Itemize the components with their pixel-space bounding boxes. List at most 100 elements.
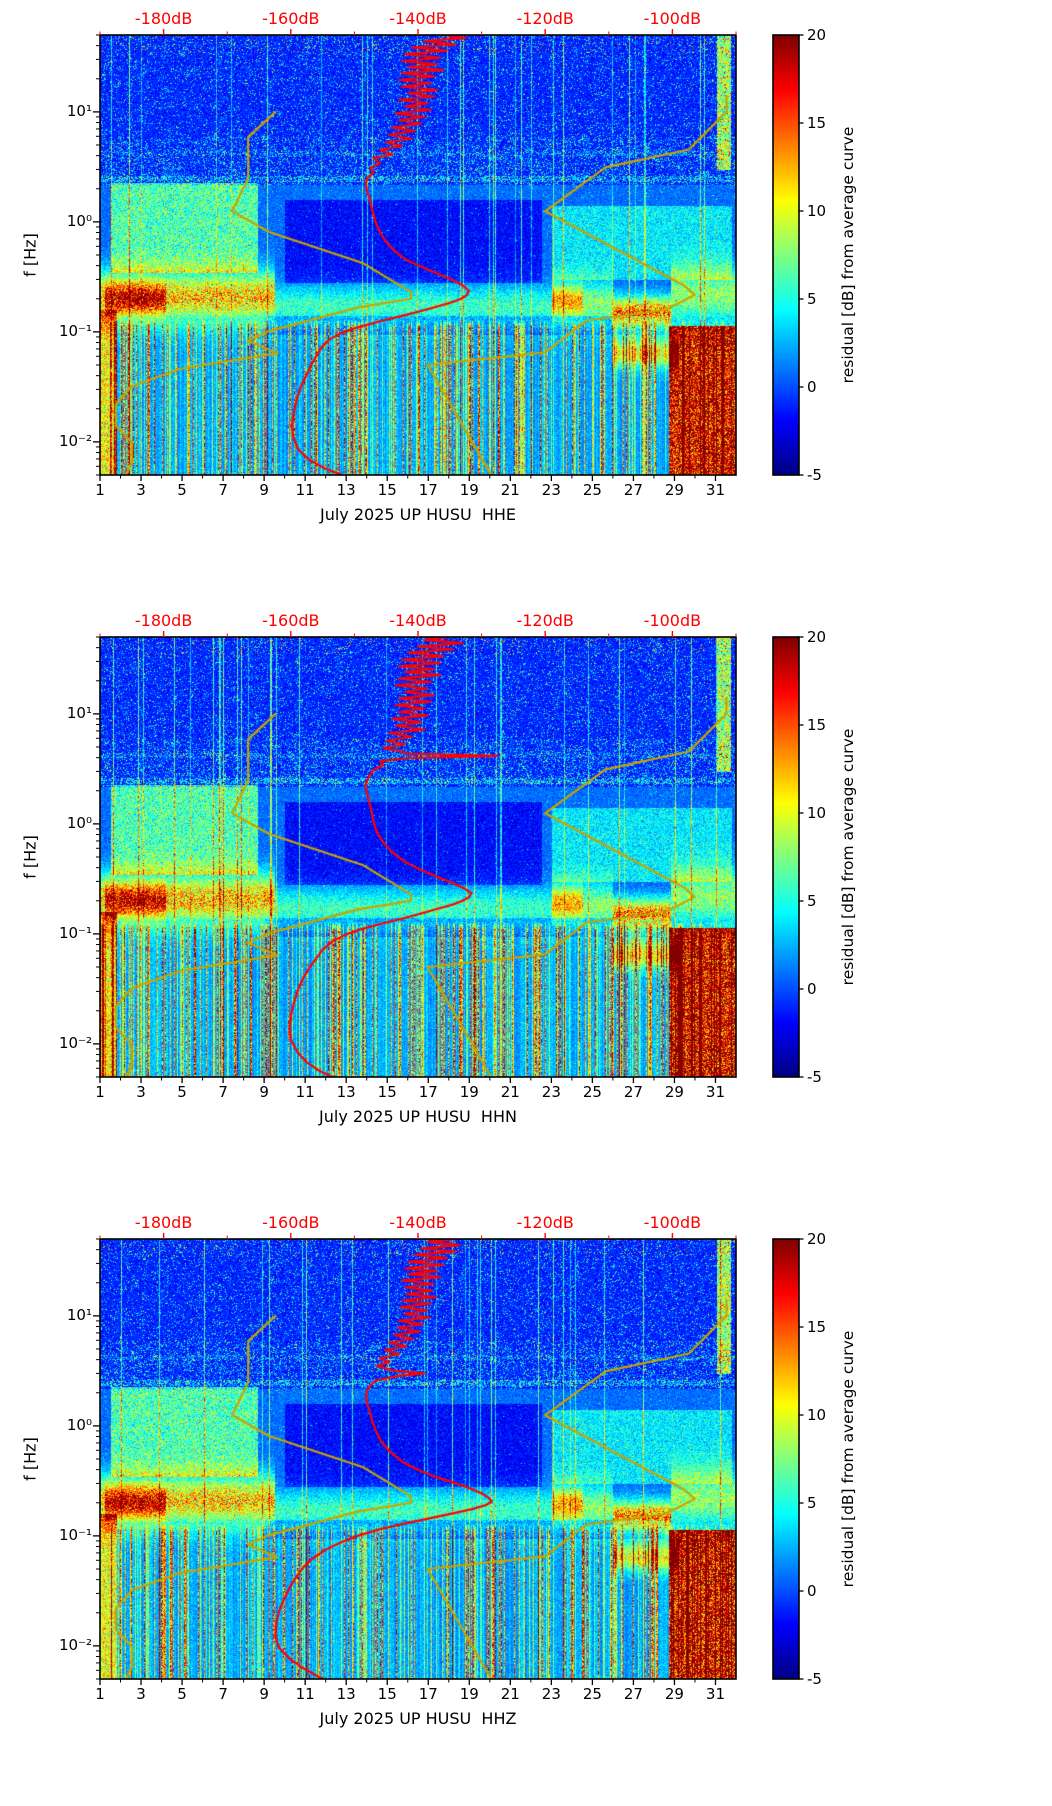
top-axis-tick-label: -180dB bbox=[134, 611, 193, 630]
colorbar-label: residual [dB] from average curve bbox=[839, 1330, 857, 1588]
x-tick-label: 7 bbox=[218, 1685, 228, 1703]
y-axis-label: f [Hz] bbox=[20, 835, 40, 879]
x-tick-label: 21 bbox=[500, 1083, 520, 1101]
top-axis-tick-label: -140dB bbox=[389, 1213, 447, 1232]
colorbar-tick-label: 5 bbox=[807, 892, 817, 910]
colorbar-label: residual [dB] from average curve bbox=[839, 126, 857, 384]
colorbar-gradient bbox=[773, 1239, 799, 1679]
top-axis-tick-label: -140dB bbox=[389, 9, 447, 28]
panel-spectrogram-hhz: 1 3 5 7 9 11 13 15 17 19 21 23 25 27 29 31 10⁻² 10⁻¹ 10⁰ 10… bbox=[0, 1204, 1052, 1806]
x-tick-label: 1 bbox=[95, 1083, 105, 1101]
x-tick-label: 31 bbox=[705, 481, 726, 499]
x-tick-label: 23 bbox=[541, 1083, 561, 1101]
y-tick-label: 10⁻¹ bbox=[58, 923, 92, 942]
x-axis-title: July 2025 UP HUSU HHZ bbox=[319, 1709, 517, 1728]
x-tick-label: 9 bbox=[259, 481, 269, 499]
colorbar-tick-label: 20 bbox=[807, 1230, 827, 1248]
top-axis-tick-label: -160dB bbox=[262, 611, 320, 630]
colorbar-tick-label: 20 bbox=[807, 628, 827, 646]
panel-spectrogram-hhe: 1 3 5 7 9 11 13 15 17 19 21 23 25 27 29 31 10⁻² 10⁻¹ 10⁰ 10… bbox=[0, 0, 1052, 602]
y-tick-label: 10¹ bbox=[66, 1305, 92, 1324]
y-tick-label: 10⁻² bbox=[58, 431, 92, 450]
x-tick-label: 27 bbox=[623, 1083, 643, 1101]
colorbar-tick-label: 15 bbox=[807, 114, 827, 132]
x-tick-label: 21 bbox=[500, 481, 520, 499]
top-axis-tick-label: -100dB bbox=[643, 1213, 702, 1232]
x-axis-title: July 2025 UP HUSU HHE bbox=[319, 505, 517, 524]
y-tick-label: 10⁰ bbox=[66, 813, 92, 832]
top-axis-tick-label: -160dB bbox=[262, 1213, 320, 1232]
colorbar-tick-label: 0 bbox=[807, 378, 817, 396]
x-tick-label: 29 bbox=[664, 481, 684, 499]
colorbar-tick-label: 15 bbox=[807, 716, 827, 734]
colorbar-tick-label: 10 bbox=[807, 804, 827, 822]
x-axis-title: July 2025 UP HUSU HHN bbox=[319, 1107, 517, 1126]
x-tick-label: 29 bbox=[664, 1685, 684, 1703]
colorbar-tick-label: -5 bbox=[807, 1670, 822, 1688]
colorbar-tick-label: 15 bbox=[807, 1318, 827, 1336]
x-tick-label: 25 bbox=[582, 1685, 602, 1703]
y-axis-label: f [Hz] bbox=[20, 1437, 40, 1481]
colorbar-tick-label: 5 bbox=[807, 290, 817, 308]
top-axis-tick-label: -120dB bbox=[516, 9, 574, 28]
top-axis-tick-label: -120dB bbox=[516, 611, 574, 630]
x-tick-label: 29 bbox=[664, 1083, 684, 1101]
colorbar-tick-label: 5 bbox=[807, 1494, 817, 1512]
x-tick-label: 5 bbox=[177, 481, 187, 499]
x-tick-label: 7 bbox=[218, 481, 228, 499]
colorbar-tick-label: 10 bbox=[807, 1406, 827, 1424]
x-tick-label: 3 bbox=[136, 1083, 146, 1101]
y-tick-label: 10⁻² bbox=[58, 1635, 92, 1654]
colorbar-tick-label: -5 bbox=[807, 466, 822, 484]
x-tick-label: 5 bbox=[177, 1083, 187, 1101]
spectrogram-canvas bbox=[100, 1239, 736, 1679]
x-tick-label: 17 bbox=[418, 1685, 438, 1703]
x-tick-label: 19 bbox=[459, 1083, 479, 1101]
x-tick-label: 21 bbox=[500, 1685, 520, 1703]
x-tick-label: 3 bbox=[136, 1685, 146, 1703]
x-tick-label: 31 bbox=[705, 1083, 726, 1101]
colorbar-tick-label: 20 bbox=[807, 26, 827, 44]
x-tick-label: 17 bbox=[418, 1083, 438, 1101]
colorbar-tick-label: -5 bbox=[807, 1068, 822, 1086]
top-axis-tick-label: -180dB bbox=[134, 1213, 193, 1232]
spectrogram-canvas bbox=[100, 637, 736, 1077]
x-tick-label: 5 bbox=[177, 1685, 187, 1703]
x-tick-label: 23 bbox=[541, 481, 561, 499]
x-tick-label: 3 bbox=[136, 481, 146, 499]
x-tick-label: 15 bbox=[377, 1083, 397, 1101]
x-tick-label: 23 bbox=[541, 1685, 561, 1703]
x-tick-label: 13 bbox=[336, 1083, 356, 1101]
y-tick-label: 10⁰ bbox=[66, 211, 92, 230]
x-tick-label: 1 bbox=[95, 1685, 105, 1703]
colorbar-label: residual [dB] from average curve bbox=[839, 728, 857, 986]
colorbar-tick-label: 0 bbox=[807, 1582, 817, 1600]
x-tick-label: 19 bbox=[459, 481, 479, 499]
y-tick-label: 10⁻² bbox=[58, 1033, 92, 1052]
top-axis-tick-label: -180dB bbox=[134, 9, 193, 28]
x-tick-label: 31 bbox=[705, 1685, 726, 1703]
x-tick-label: 27 bbox=[623, 481, 643, 499]
x-tick-label: 25 bbox=[582, 481, 602, 499]
x-tick-label: 13 bbox=[336, 481, 356, 499]
colorbar-gradient bbox=[773, 637, 799, 1077]
y-tick-label: 10⁰ bbox=[66, 1415, 92, 1434]
panel-spectrogram-hhn: 1 3 5 7 9 11 13 15 17 19 21 23 25 27 29 31 10⁻² 10⁻¹ 10⁰ 10… bbox=[0, 602, 1052, 1204]
top-axis-tick-label: -100dB bbox=[643, 9, 702, 28]
x-tick-label: 7 bbox=[218, 1083, 228, 1101]
colorbar-tick-label: 0 bbox=[807, 980, 817, 998]
top-axis-tick-label: -100dB bbox=[643, 611, 702, 630]
y-tick-label: 10¹ bbox=[66, 101, 92, 120]
colorbar-gradient bbox=[773, 35, 799, 475]
x-tick-label: 27 bbox=[623, 1685, 643, 1703]
x-tick-label: 9 bbox=[259, 1685, 269, 1703]
x-tick-label: 25 bbox=[582, 1083, 602, 1101]
y-tick-label: 10⁻¹ bbox=[58, 321, 92, 340]
y-axis-label: f [Hz] bbox=[20, 233, 40, 277]
colorbar-tick-label: 10 bbox=[807, 202, 827, 220]
top-axis-tick-label: -140dB bbox=[389, 611, 447, 630]
x-tick-label: 11 bbox=[295, 481, 315, 499]
spectrogram-canvas bbox=[100, 35, 736, 475]
y-tick-label: 10¹ bbox=[66, 703, 92, 722]
y-tick-label: 10⁻¹ bbox=[58, 1525, 92, 1544]
